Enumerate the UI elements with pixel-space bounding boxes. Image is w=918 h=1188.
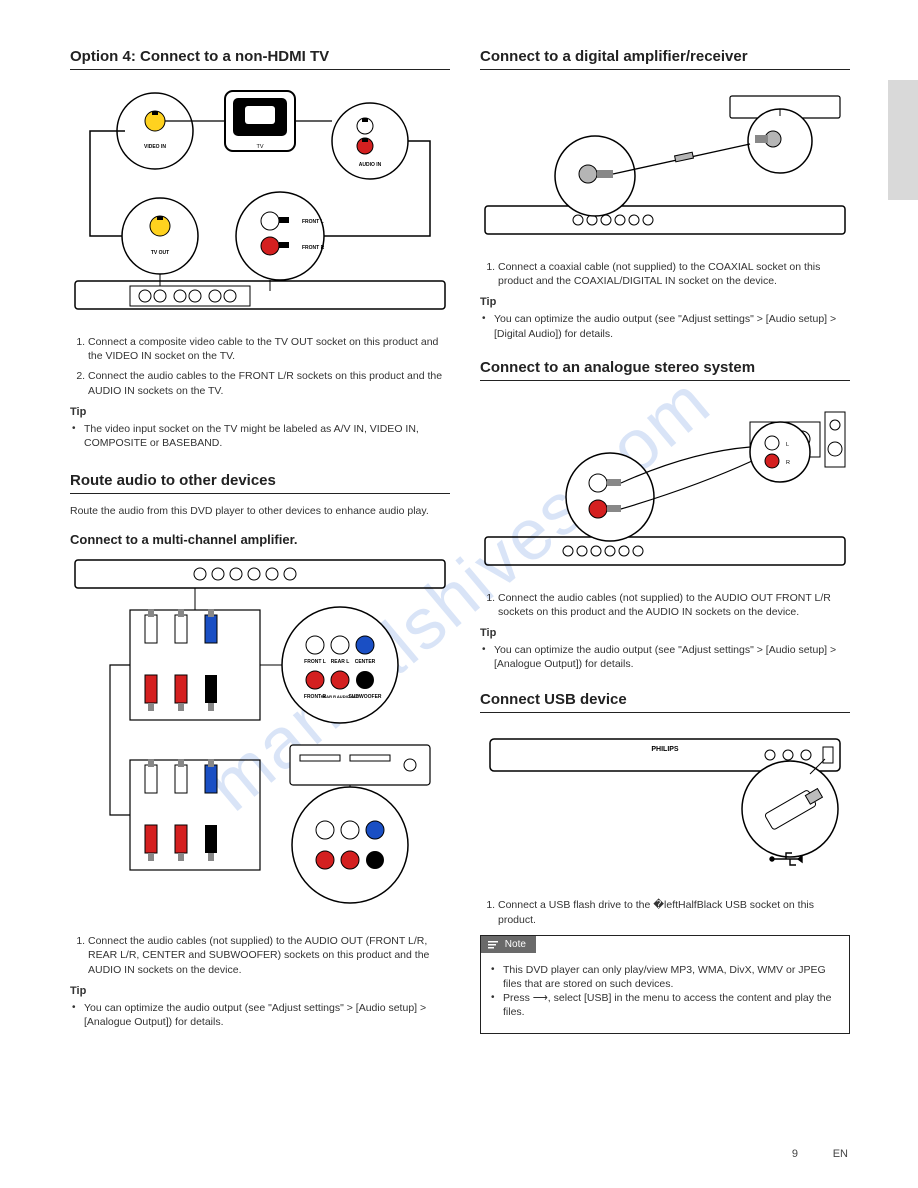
stereo-tip-item: You can optimize the audio output (see "… (480, 643, 850, 671)
opt4-step-2: Connect the audio cables to the FRONT L/… (88, 369, 450, 397)
stereo-tip: You can optimize the audio output (see "… (480, 643, 850, 671)
tv-label: TV (256, 144, 263, 150)
opt4-steps: Connect a composite video cable to the T… (70, 335, 450, 398)
stereo-step-1: Connect the audio cables (not supplied) … (498, 591, 850, 619)
label-tv-out: TV OUT (151, 250, 169, 256)
note-body: This DVD player can only play/view MP3, … (481, 953, 849, 1034)
amp-tip-item: You can optimize the audio output (see "… (70, 1001, 450, 1029)
label-video-in: VIDEO IN (144, 144, 166, 150)
route-heading: Route audio to other devices (70, 472, 450, 489)
note-box: Note This DVD player can only play/view … (480, 935, 850, 1035)
page-lang: EN (833, 1148, 848, 1160)
left-column: Option 4: Connect to a non-HDMI TV TV VI… (70, 40, 450, 1033)
side-tab (888, 80, 918, 200)
usb-heading: Connect USB device (480, 691, 850, 708)
rule-1 (70, 69, 450, 70)
usb-step-1: Connect a USB flash drive to the �leftHa… (498, 898, 850, 926)
svg-text:PHILIPS: PHILIPS (651, 746, 679, 753)
svg-text:FRONT L: FRONT L (304, 659, 326, 665)
tip-label-r1: Tip (480, 296, 850, 308)
amp-tip: You can optimize the audio output (see "… (70, 1001, 450, 1029)
svg-text:REAR L: REAR L (331, 659, 350, 665)
svg-text:SUBWOOFER: SUBWOOFER (348, 694, 381, 700)
opt4-heading: Option 4: Connect to a non-HDMI TV (70, 48, 450, 65)
svg-text:R: R (786, 460, 790, 466)
figure-stereo: L R (480, 397, 850, 572)
note-b1: This DVD player can only play/view MP3, … (489, 963, 841, 991)
figure-digital-coax (480, 86, 850, 241)
amp-heading: Connect to a multi-channel amplifier. (70, 532, 450, 547)
svg-text:L: L (786, 442, 789, 448)
stereo-steps: Connect the audio cables (not supplied) … (480, 591, 850, 619)
label-front-l: FRONT L (302, 219, 324, 225)
dig-tip-item: You can optimize the audio output (see "… (480, 312, 850, 340)
right-column: Connect to a digital amplifier/receiver (480, 40, 850, 1034)
opt4-step-1: Connect a composite video cable to the T… (88, 335, 450, 363)
tip-label-1: Tip (70, 406, 450, 418)
rule-r3 (480, 712, 850, 713)
dig-steps: Connect a coaxial cable (not supplied) t… (480, 260, 850, 288)
rule-r2 (480, 380, 850, 381)
stereo-heading: Connect to an analogue stereo system (480, 359, 850, 376)
figure-usb: PHILIPS (480, 729, 850, 879)
page-number: 9 (792, 1148, 798, 1160)
dig-heading: Connect to a digital amplifier/receiver (480, 48, 850, 65)
note-b2: Press ⟶, select [USB] in the menu to acc… (489, 991, 841, 1019)
dig-step-1: Connect a coaxial cable (not supplied) t… (498, 260, 850, 288)
page-root: manualshives.com Option 4: Connect to a … (0, 0, 918, 1188)
tip-label-r2: Tip (480, 627, 850, 639)
opt4-tip: The video input socket on the TV might b… (70, 422, 450, 450)
amp-step-1: Connect the audio cables (not supplied) … (88, 934, 450, 977)
note-label: Note (505, 939, 526, 950)
usb-steps: Connect a USB flash drive to the �leftHa… (480, 898, 850, 926)
label-front-r: FRONT R (302, 245, 325, 251)
rule-2 (70, 493, 450, 494)
tip-label-2: Tip (70, 985, 450, 997)
svg-text:CENTER: CENTER (355, 659, 376, 665)
figure-amplifier: FRONT L REAR L CENTER FRONT R REAR R AUD… (70, 555, 450, 915)
amp-steps: Connect the audio cables (not supplied) … (70, 934, 450, 977)
opt4-tip-item: The video input socket on the TV might b… (70, 422, 450, 450)
note-header: Note (481, 936, 536, 953)
dig-tip: You can optimize the audio output (see "… (480, 312, 850, 340)
label-audio-in: AUDIO IN (359, 162, 382, 168)
figure-tv-composite: TV VIDEO IN AUDIO IN TV OUT FRONT L FRON (70, 86, 450, 316)
rule-r1 (480, 69, 850, 70)
route-body: Route the audio from this DVD player to … (70, 504, 450, 518)
